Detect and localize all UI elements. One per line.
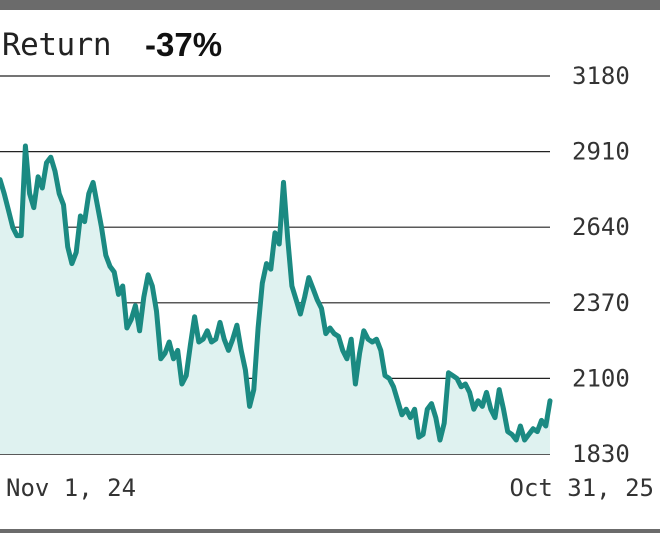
y-tick-label: 2370 [572, 289, 630, 317]
y-tick-label: 2100 [572, 364, 630, 392]
bottom-border [0, 529, 660, 533]
chart-title: Return [2, 27, 111, 63]
x-axis-start-label: Nov 1, 24 [6, 474, 136, 502]
price-area-fill [0, 146, 550, 454]
price-series-line [0, 143, 553, 443]
y-tick-label: 2910 [572, 138, 630, 166]
y-tick-label: 2640 [572, 213, 630, 241]
y-tick-label: 3180 [572, 62, 630, 90]
x-axis-end-label: Oct 31, 25 [510, 474, 655, 502]
top-border [0, 0, 660, 10]
y-tick-label: 1830 [572, 440, 630, 468]
y-axis-tick-labels: 3180 2910 2640 2370 2100 1830 [572, 62, 630, 468]
return-value: -37% [145, 26, 223, 63]
